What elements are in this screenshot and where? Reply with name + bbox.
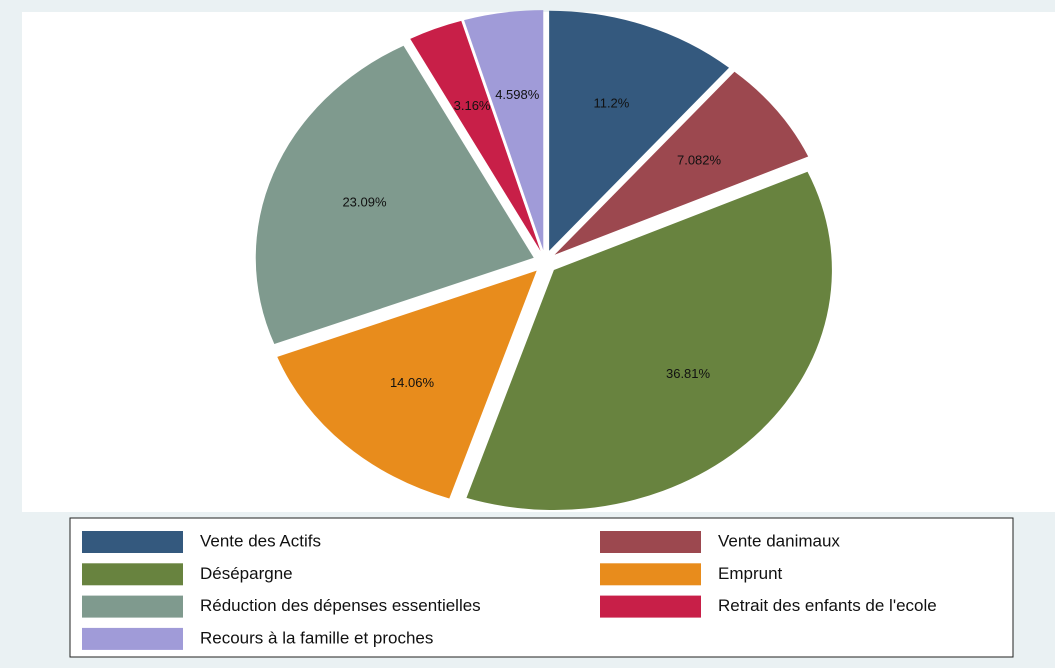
legend-label: Retrait des enfants de l'ecole [718, 596, 937, 615]
legend-swatch [82, 627, 183, 650]
pie-slice [255, 45, 534, 345]
legend-swatch [82, 563, 183, 586]
pie-slice [466, 171, 832, 511]
legend-label: Vente des Actifs [200, 531, 321, 550]
legend-swatch [82, 531, 183, 553]
pie-slice [549, 10, 730, 251]
pie-slice [464, 10, 544, 251]
slice-label: 14.06% [390, 375, 435, 390]
legend-box [69, 517, 1014, 658]
legend-label: Emprunt [718, 564, 783, 583]
slice-label: 23.09% [342, 195, 387, 210]
pie-slice [410, 20, 541, 251]
slice-label: 11.2% [593, 96, 629, 111]
legend-swatch [600, 563, 701, 586]
slice-label: 4.598% [495, 87, 540, 102]
slice-label: 3.16% [454, 98, 491, 113]
legend-label: Réduction des dépenses essentielles [200, 596, 481, 615]
slice-label: 7.082% [677, 152, 722, 167]
legend-swatch [600, 595, 701, 618]
slice-label: 36.81% [666, 366, 711, 381]
legend-label: Désépargne [200, 564, 293, 583]
legend-label: Vente danimaux [718, 531, 840, 550]
pie-slice [277, 270, 537, 499]
legend-swatch [600, 531, 701, 553]
legend-label: Recours à la famille et proches [200, 628, 433, 647]
legend-swatch [82, 595, 183, 618]
pie-slice [554, 71, 809, 255]
